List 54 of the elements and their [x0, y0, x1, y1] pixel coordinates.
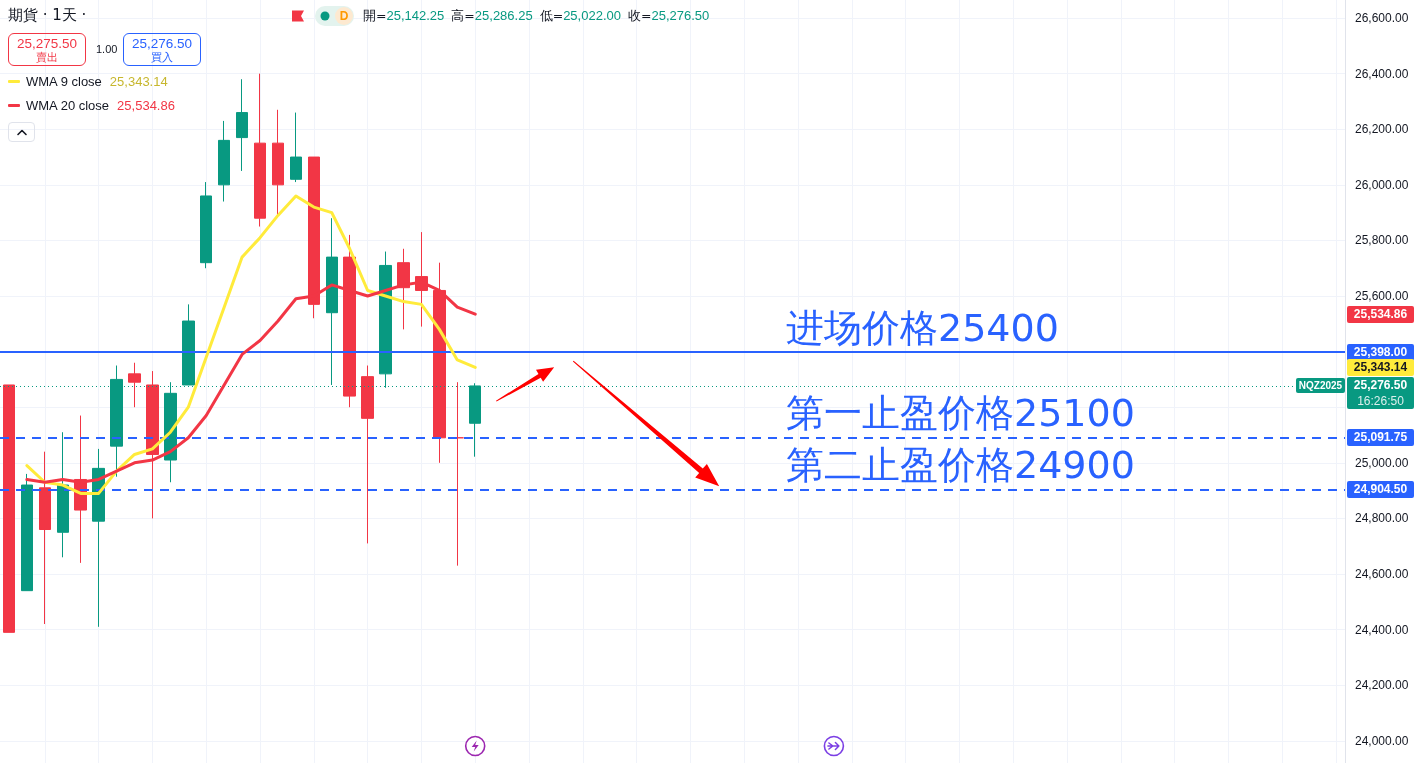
- text: 24,904.50: [1347, 480, 1414, 498]
- y-tick-label: 26,000.00: [1355, 177, 1409, 192]
- candlestick: [218, 120, 230, 203]
- annotation: 賣出: [36, 50, 58, 64]
- status-badge: D: [315, 6, 354, 26]
- candlestick: [361, 365, 374, 544]
- y-tick-label: 24,200.00: [1355, 678, 1409, 693]
- text: 25,091.75: [1347, 428, 1414, 446]
- y-tick-label: 26,200.00: [1355, 122, 1409, 137]
- text: 25,534.86: [1353, 306, 1408, 321]
- ref-line-label: NQZ2025: [1296, 378, 1345, 394]
- legend-label: WMA 9 close: [26, 74, 102, 89]
- sell-button: 25,275.50 賣出: [8, 33, 86, 66]
- annotation: D: [335, 7, 353, 25]
- candlestick: [326, 217, 338, 386]
- text: 16:26:50: [1356, 394, 1405, 410]
- candlestick: [272, 109, 284, 216]
- text: 25,343.14: [1353, 359, 1408, 374]
- annotation: 開=25,142.25: [363, 8, 445, 23]
- line-series: [25, 194, 477, 495]
- candlestick: [21, 473, 33, 592]
- candlestick: [236, 78, 248, 172]
- ref-line-label: 进场价格25400: [786, 306, 1059, 351]
- annotation: 25,275.50: [16, 35, 78, 51]
- ref-line-label: 第二止盈价格24900: [786, 443, 1135, 488]
- candlestick: [3, 384, 15, 633]
- y-tick-label: 24,600.00: [1355, 566, 1409, 581]
- y-tick-label: 26,400.00: [1355, 66, 1409, 81]
- buy-button: 25,276.50 買入: [123, 33, 201, 66]
- annotation: 25,343.14: [109, 74, 168, 89]
- y-tick-label: 26,600.00: [1355, 11, 1409, 26]
- candlestick: [200, 181, 212, 269]
- candlestick: [128, 362, 141, 408]
- candlestick: [290, 112, 302, 183]
- y-tick-label: 25,800.00: [1355, 233, 1409, 248]
- annotation: 低=25,022.00: [539, 8, 621, 23]
- candlestick: [254, 73, 266, 228]
- annotation: 高=25,286.25: [451, 8, 533, 23]
- text: 25,398.00: [1347, 343, 1414, 361]
- annotation: 買入: [151, 50, 173, 64]
- chart-title: 期貨 · 1天 ·: [8, 6, 87, 25]
- annotation: 25,276.50: [131, 35, 193, 51]
- y-tick-label: 24,400.00: [1355, 622, 1409, 637]
- annotation: 收=25,276.50: [627, 8, 710, 23]
- y-tick-label: 24,800.00: [1355, 511, 1409, 526]
- y-tick-label: 25,600.00: [1355, 289, 1409, 304]
- candlestick: [57, 431, 69, 558]
- legend-label: WMA 20 close: [26, 98, 110, 113]
- ref-line-label: 第一止盈价格25100: [786, 391, 1135, 436]
- y-tick-label: 25,000.00: [1355, 455, 1409, 470]
- annotation: 25,534.86: [117, 98, 175, 113]
- annotation: 1.00: [96, 43, 118, 55]
- text: 25,276.50: [1352, 377, 1409, 395]
- y-tick-label: 24,000.00: [1355, 733, 1409, 748]
